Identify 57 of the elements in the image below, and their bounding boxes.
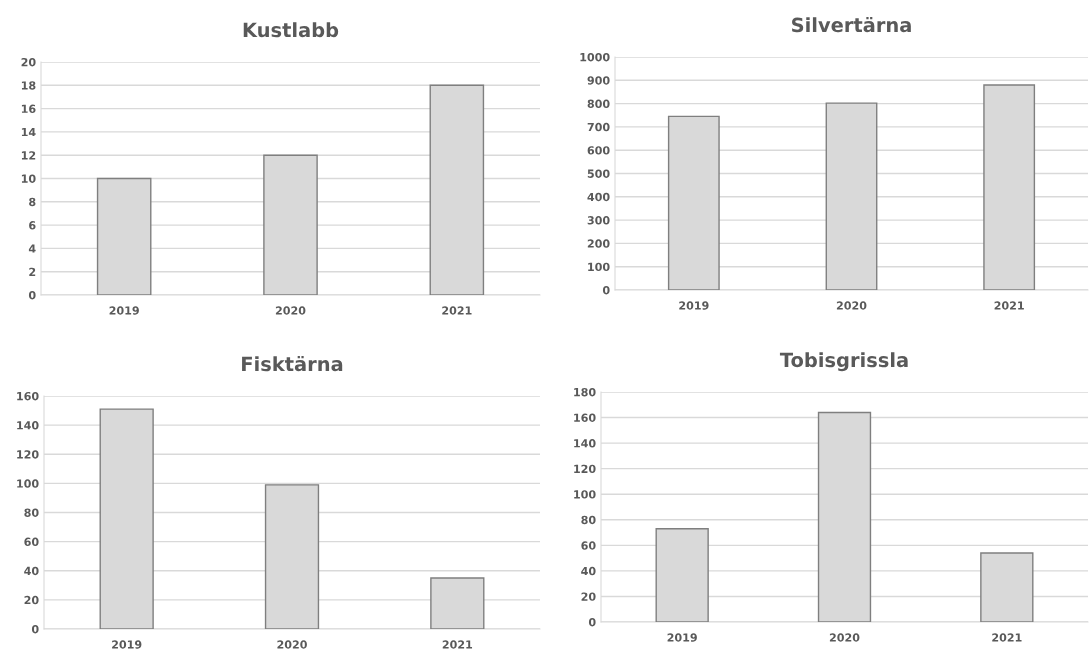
x-tick-label: 2020 xyxy=(829,633,860,642)
y-tick-label: 20 xyxy=(24,595,39,605)
x-tick-label: 2021 xyxy=(992,633,1022,642)
y-tick-label: 120 xyxy=(574,464,596,474)
y-tick-label: 0 xyxy=(31,624,39,634)
y-tick-label: 160 xyxy=(17,391,39,401)
y-tick-label: 80 xyxy=(24,508,39,517)
y-tick-label: 40 xyxy=(581,566,596,576)
y-tick-label: 8 xyxy=(29,197,36,207)
y-tick-label: 10 xyxy=(21,174,36,183)
y-tick-label: 800 xyxy=(587,99,610,108)
x-tick-label: 2021 xyxy=(994,301,1024,310)
y-tick-label: 900 xyxy=(587,76,610,85)
x-tick-label: 2020 xyxy=(275,306,306,315)
y-tick-label: 0 xyxy=(28,290,36,300)
y-tick-label: 100 xyxy=(588,262,610,272)
y-tick-label: 160 xyxy=(574,413,596,422)
chart-title: Kustlabb xyxy=(243,22,339,38)
y-tick-label: 18 xyxy=(21,81,36,90)
y-tick-label: 60 xyxy=(24,537,39,546)
y-tick-label: 80 xyxy=(581,515,596,525)
x-tick-label: 2019 xyxy=(112,640,142,649)
y-tick-label: 4 xyxy=(28,244,36,253)
y-tick-label: 40 xyxy=(24,566,39,576)
x-tick-label: 2020 xyxy=(836,301,867,310)
y-tick-label: 6 xyxy=(29,221,36,230)
y-tick-label: 0 xyxy=(588,617,596,627)
y-tick-label: 140 xyxy=(17,421,39,430)
y-tick-label: 100 xyxy=(17,479,39,488)
x-tick-label: 2020 xyxy=(277,640,307,649)
x-tick-label: 2019 xyxy=(109,306,139,315)
y-tick-label: 180 xyxy=(574,387,596,397)
x-tick-label: 2021 xyxy=(442,640,473,649)
y-tick-label: 100 xyxy=(574,490,596,499)
y-tick-label: 1000 xyxy=(580,52,610,62)
y-tick-label: 140 xyxy=(574,439,596,448)
chart-title: Fisktärna xyxy=(242,355,343,372)
y-tick-label: 20 xyxy=(581,592,596,601)
chart-title: Silvertärna xyxy=(792,16,911,33)
y-tick-label: 200 xyxy=(587,239,610,248)
y-tick-label: 16 xyxy=(21,104,36,113)
y-tick-label: 60 xyxy=(581,541,596,550)
y-tick-label: 2 xyxy=(29,267,36,276)
y-tick-label: 0 xyxy=(602,285,610,295)
x-tick-label: 2021 xyxy=(442,306,472,315)
y-tick-label: 300 xyxy=(587,216,610,225)
y-tick-label: 120 xyxy=(17,450,39,459)
y-tick-label: 12 xyxy=(21,151,36,160)
y-tick-label: 400 xyxy=(587,192,610,202)
y-tick-label: 500 xyxy=(587,169,610,178)
y-tick-label: 600 xyxy=(587,146,610,155)
chart-title: Tobisgrissla xyxy=(779,352,908,372)
x-tick-label: 2019 xyxy=(679,301,709,310)
y-tick-label: 20 xyxy=(21,57,36,67)
y-tick-label: 700 xyxy=(587,122,610,132)
x-tick-label: 2019 xyxy=(667,633,697,642)
y-tick-label: 14 xyxy=(21,128,36,137)
